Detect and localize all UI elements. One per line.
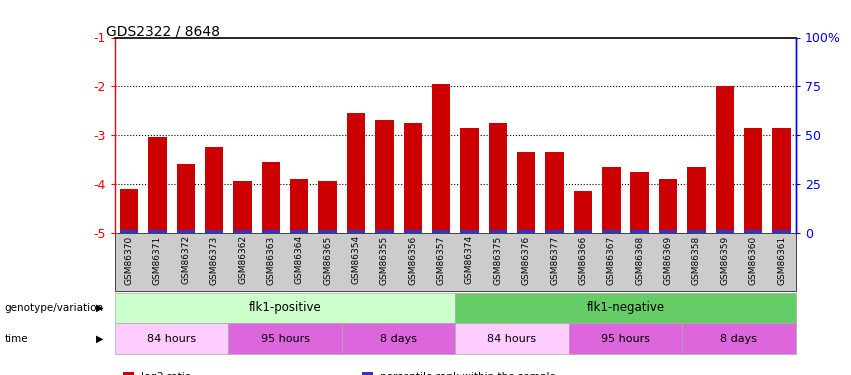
Bar xyxy=(688,230,705,232)
Bar xyxy=(716,230,734,232)
Bar xyxy=(517,230,535,232)
Bar xyxy=(290,179,308,232)
Bar xyxy=(545,230,563,232)
Bar xyxy=(545,152,563,232)
Bar xyxy=(403,123,422,232)
Bar xyxy=(120,230,138,232)
Bar xyxy=(176,230,195,232)
Bar xyxy=(233,230,252,232)
Bar xyxy=(488,230,507,232)
Bar xyxy=(631,172,649,232)
Bar xyxy=(205,230,223,232)
Bar xyxy=(347,230,365,232)
Bar xyxy=(318,230,337,232)
Text: 95 hours: 95 hours xyxy=(601,334,650,344)
Bar xyxy=(488,123,507,232)
Text: genotype/variation: genotype/variation xyxy=(4,303,103,313)
Bar xyxy=(517,152,535,232)
Bar xyxy=(659,230,677,232)
Bar xyxy=(574,191,592,232)
Text: flk1-positive: flk1-positive xyxy=(248,302,322,314)
Bar xyxy=(176,164,195,232)
Bar xyxy=(460,128,478,232)
Bar xyxy=(290,230,308,232)
Bar xyxy=(120,189,138,232)
Text: 95 hours: 95 hours xyxy=(260,334,310,344)
Bar xyxy=(773,128,791,232)
Bar xyxy=(431,230,450,232)
Bar xyxy=(602,230,620,232)
Bar xyxy=(318,182,337,232)
Bar xyxy=(148,138,167,232)
Bar xyxy=(602,166,620,232)
Bar xyxy=(262,162,280,232)
Bar xyxy=(773,230,791,232)
Bar xyxy=(744,230,762,232)
Bar xyxy=(375,230,393,232)
Text: log2 ratio: log2 ratio xyxy=(141,372,191,375)
Text: GDS2322 / 8648: GDS2322 / 8648 xyxy=(106,24,220,38)
Bar xyxy=(460,230,478,232)
Bar xyxy=(744,128,762,232)
Bar xyxy=(688,166,705,232)
Bar xyxy=(659,179,677,232)
Bar xyxy=(431,84,450,232)
Bar xyxy=(233,182,252,232)
Bar xyxy=(716,86,734,232)
Bar xyxy=(631,230,649,232)
Text: 8 days: 8 days xyxy=(380,334,417,344)
Bar xyxy=(148,230,167,232)
Bar xyxy=(403,230,422,232)
Bar xyxy=(375,120,393,232)
Bar xyxy=(262,230,280,232)
Text: percentile rank within the sample: percentile rank within the sample xyxy=(380,372,556,375)
Text: 84 hours: 84 hours xyxy=(488,334,537,344)
Text: ▶: ▶ xyxy=(96,303,104,313)
Text: 84 hours: 84 hours xyxy=(147,334,197,344)
Bar xyxy=(347,113,365,232)
Text: 8 days: 8 days xyxy=(721,334,757,344)
Text: ▶: ▶ xyxy=(96,334,104,344)
Bar xyxy=(205,147,223,232)
Text: time: time xyxy=(4,334,28,344)
Text: flk1-negative: flk1-negative xyxy=(586,302,665,314)
Bar xyxy=(574,230,592,232)
